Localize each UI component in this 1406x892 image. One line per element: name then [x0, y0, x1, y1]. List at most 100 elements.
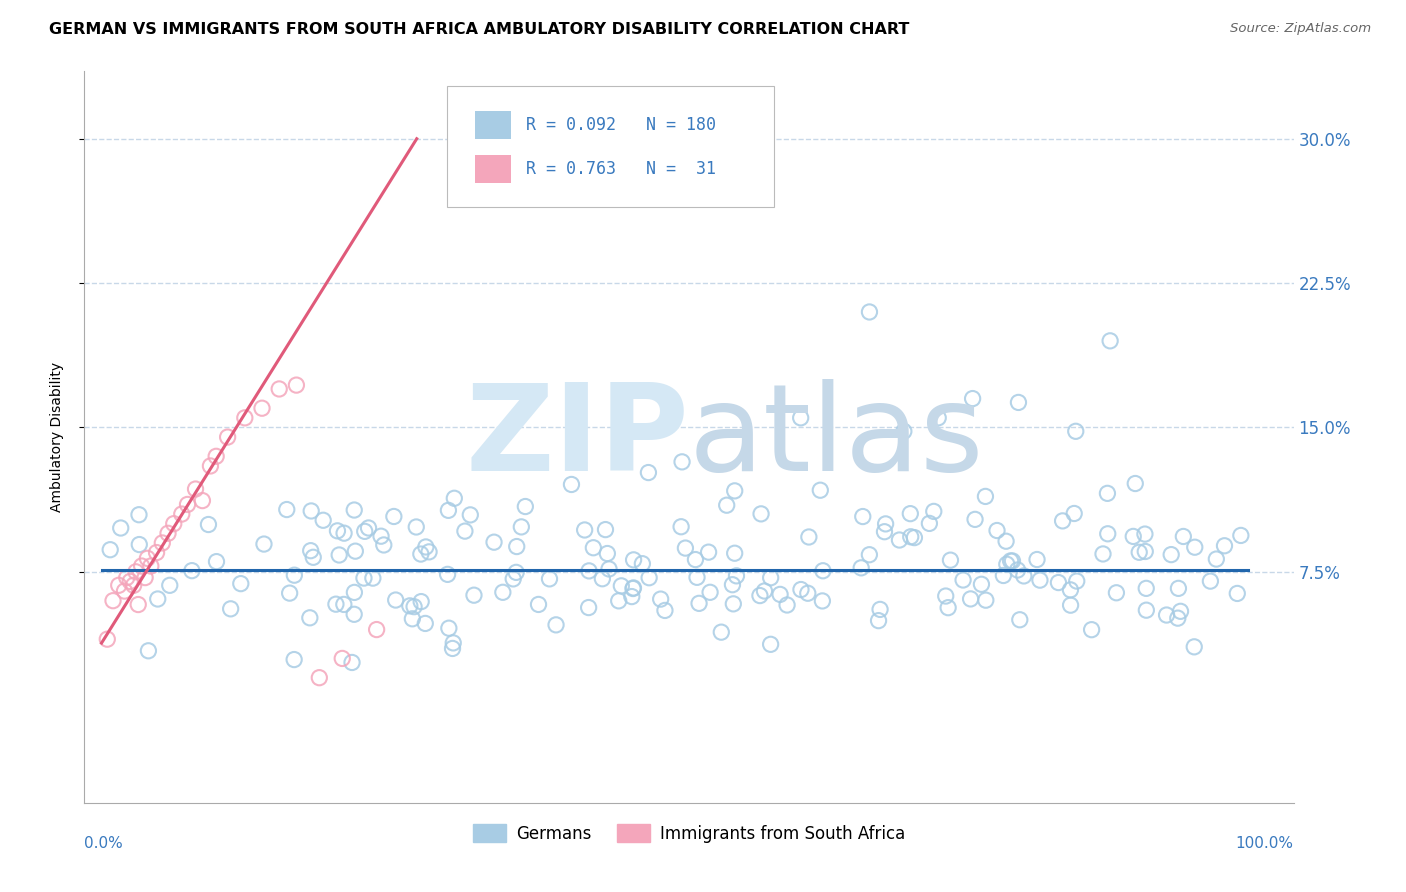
Point: [721, 577, 744, 591]
Point: [411, 594, 433, 608]
Point: [333, 598, 356, 612]
Text: 0.0%: 0.0%: [84, 836, 124, 851]
Point: [197, 517, 219, 532]
Y-axis label: Ambulatory Disability: Ambulatory Disability: [49, 362, 63, 512]
Point: [139, 559, 162, 574]
Point: [150, 536, 173, 550]
Point: [382, 509, 405, 524]
Point: [963, 512, 986, 526]
Point: [749, 507, 772, 521]
FancyBboxPatch shape: [475, 111, 512, 138]
Point: [510, 520, 533, 534]
Point: [1105, 586, 1128, 600]
Point: [373, 538, 395, 552]
Point: [1123, 476, 1146, 491]
Point: [852, 509, 875, 524]
Point: [1052, 514, 1074, 528]
Point: [1122, 529, 1144, 543]
Point: [269, 382, 291, 396]
Point: [610, 579, 633, 593]
Point: [607, 594, 630, 608]
Point: [959, 591, 981, 606]
Point: [970, 577, 993, 591]
Point: [1029, 573, 1052, 587]
Point: [506, 540, 529, 554]
Point: [1080, 623, 1102, 637]
Point: [1007, 395, 1029, 409]
Point: [869, 602, 891, 616]
Point: [302, 550, 325, 565]
Text: R = 0.763   N =  31: R = 0.763 N = 31: [526, 160, 716, 178]
Point: [560, 477, 582, 491]
Point: [918, 516, 941, 531]
Point: [620, 590, 643, 604]
Point: [1135, 603, 1157, 617]
Point: [283, 568, 305, 582]
Point: [993, 568, 1015, 582]
Point: [328, 548, 350, 562]
Point: [776, 598, 799, 612]
Point: [492, 585, 515, 599]
Point: [1135, 544, 1157, 558]
Point: [145, 545, 167, 559]
Point: [502, 572, 524, 586]
Point: [353, 571, 375, 585]
Point: [1064, 425, 1087, 439]
Point: [1001, 554, 1024, 568]
Point: [441, 636, 464, 650]
Point: [404, 599, 426, 614]
Point: [789, 410, 811, 425]
Point: [574, 523, 596, 537]
Point: [868, 614, 890, 628]
Point: [384, 593, 406, 607]
Point: [285, 378, 308, 392]
Point: [927, 410, 949, 425]
Point: [131, 559, 153, 574]
Point: [974, 490, 997, 504]
Point: [1099, 334, 1122, 348]
Point: [759, 571, 782, 585]
Point: [1007, 563, 1029, 577]
Point: [725, 569, 748, 583]
Point: [366, 623, 388, 637]
Point: [219, 602, 242, 616]
Point: [578, 564, 600, 578]
Point: [724, 483, 747, 498]
FancyBboxPatch shape: [447, 86, 773, 207]
Point: [1226, 586, 1249, 600]
Point: [637, 466, 659, 480]
Point: [127, 598, 149, 612]
Point: [623, 553, 645, 567]
Point: [1000, 554, 1022, 568]
Point: [458, 508, 481, 522]
Point: [974, 593, 997, 607]
Point: [710, 625, 733, 640]
Point: [748, 589, 770, 603]
Point: [122, 578, 145, 592]
Point: [790, 582, 813, 597]
Point: [120, 574, 142, 589]
Point: [409, 547, 432, 561]
Legend: Germans, Immigrants from South Africa: Germans, Immigrants from South Africa: [467, 818, 911, 849]
Point: [631, 557, 654, 571]
Point: [724, 546, 747, 560]
Point: [418, 545, 440, 559]
Point: [1156, 607, 1178, 622]
Point: [115, 571, 138, 585]
Point: [578, 600, 600, 615]
Point: [1097, 526, 1119, 541]
Point: [136, 551, 159, 566]
Point: [326, 524, 349, 538]
Point: [110, 521, 132, 535]
Point: [176, 498, 198, 512]
Point: [312, 513, 335, 527]
Point: [621, 582, 644, 596]
Point: [157, 526, 180, 541]
Point: [685, 552, 707, 566]
Point: [598, 562, 620, 576]
Point: [253, 537, 276, 551]
Point: [463, 588, 485, 602]
Point: [299, 504, 322, 518]
Point: [688, 596, 710, 610]
Point: [505, 566, 527, 580]
